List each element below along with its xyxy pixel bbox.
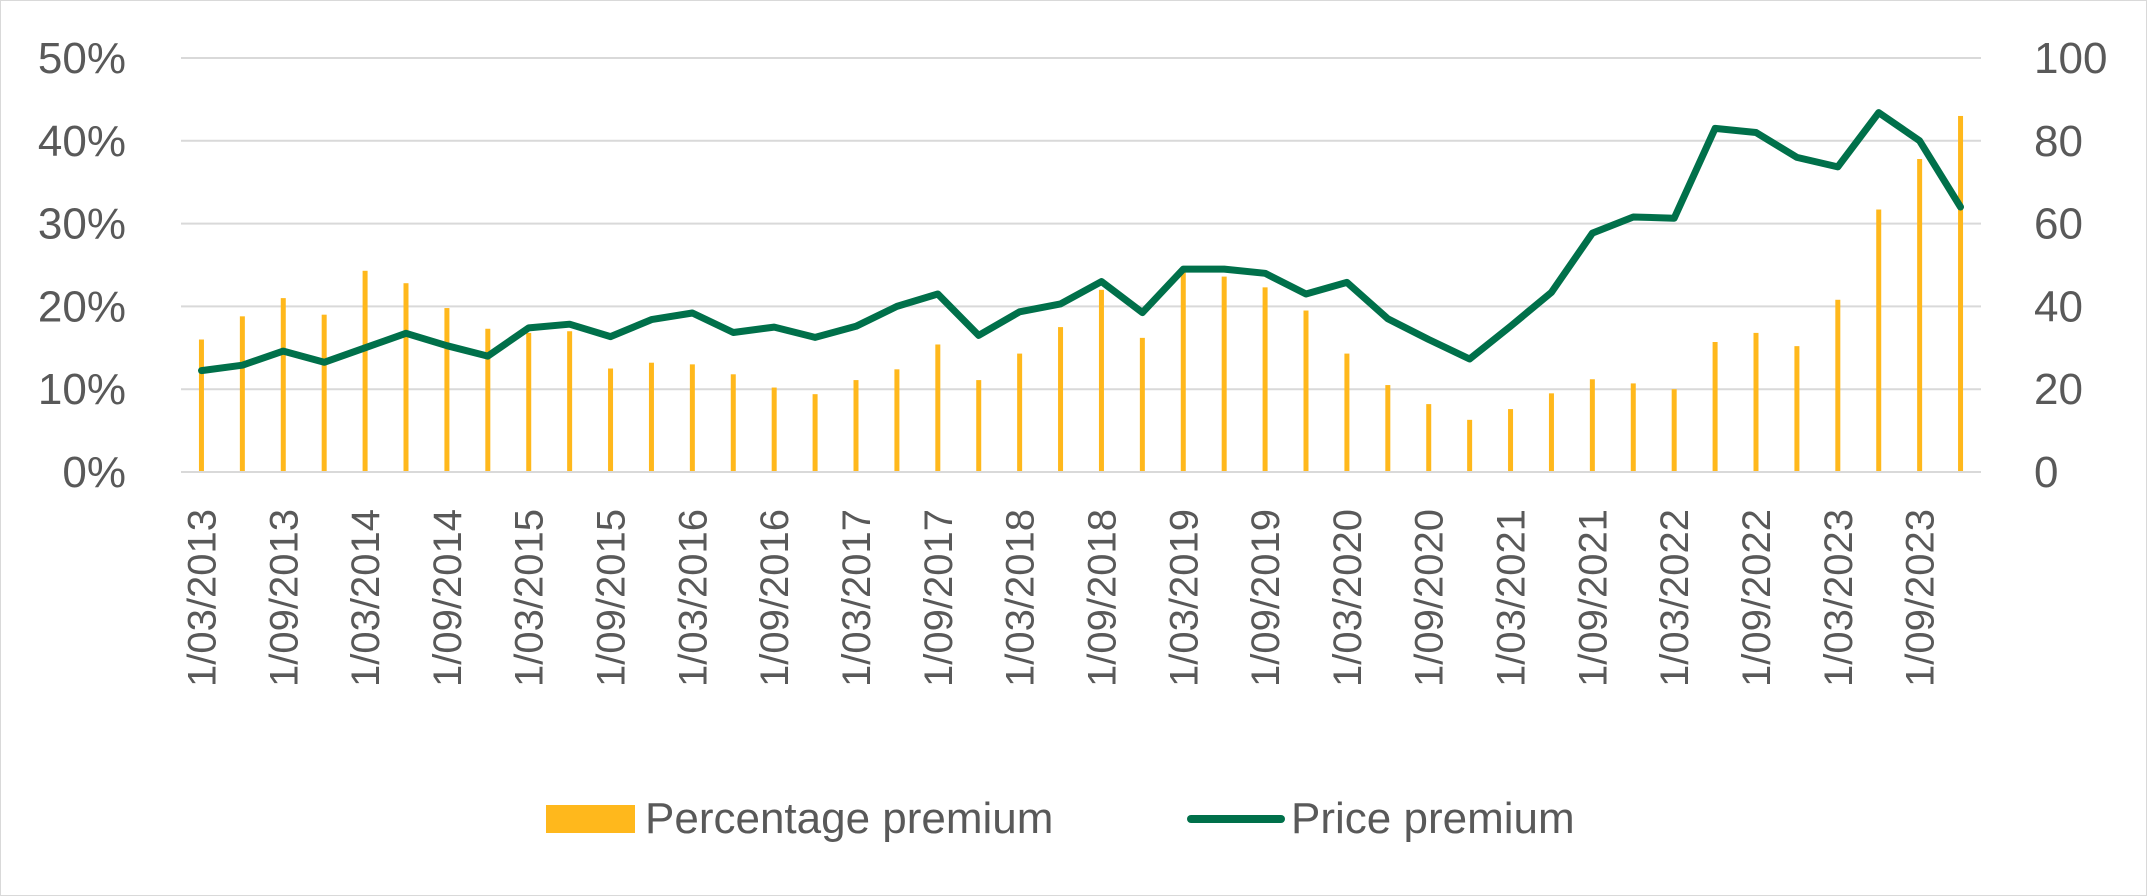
bar-percentage-premium [1630, 383, 1636, 472]
x-tick-label: 1/09/2021 [1571, 509, 1615, 687]
x-axis-tick-labels: 1/03/2013 1/09/2013 1/03/2014 1/09/2014 1/03… [180, 509, 1942, 687]
price-premium-line-layer [198, 109, 1964, 375]
bar-percentage-premium [1221, 276, 1227, 472]
bar-percentage-premium [812, 394, 818, 472]
x-tick-label: 1/09/2016 [753, 509, 797, 687]
bar-percentage-premium [976, 380, 982, 472]
bar-percentage-premium [1917, 159, 1923, 473]
bar-percentage-premium [1712, 342, 1718, 472]
bar-percentage-premium [1753, 332, 1759, 472]
x-tick-label: 1/03/2020 [1326, 509, 1370, 687]
bar-percentage-premium [608, 368, 614, 472]
left-y-axis-ticks: 0% 10% 20% 30% 40% 50% [38, 34, 126, 497]
x-tick-label: 1/03/2013 [180, 509, 224, 687]
right-y-tick-label: 80 [2034, 117, 2083, 166]
bar-percentage-premium [730, 374, 736, 472]
left-y-tick-label: 20% [38, 282, 126, 331]
bar-percentage-premium [280, 298, 286, 472]
bar-percentage-premium [1548, 393, 1554, 472]
bar-percentage-premium [894, 369, 900, 472]
bar-percentage-premium [1344, 353, 1350, 472]
legend-label-percentage-premium: Percentage premium [645, 794, 1053, 843]
price-premium-line [198, 109, 1964, 375]
right-y-tick-label: 0 [2034, 448, 2058, 497]
x-tick-label: 1/03/2017 [835, 509, 879, 687]
x-tick-label: 1/09/2022 [1735, 509, 1779, 687]
x-tick-label: 1/03/2019 [1162, 509, 1206, 687]
bar-percentage-premium [567, 331, 573, 472]
bar-percentage-premium [1671, 389, 1677, 472]
x-tick-label: 1/03/2014 [344, 509, 388, 687]
left-y-tick-label: 30% [38, 200, 126, 249]
x-tick-label: 1/09/2013 [262, 509, 306, 687]
bar-percentage-premium [935, 344, 941, 472]
bar-percentage-premium [198, 339, 204, 472]
x-tick-label: 1/03/2021 [1490, 509, 1534, 687]
bar-percentage-premium [648, 362, 654, 472]
x-tick-label: 1/09/2014 [426, 509, 470, 687]
bar-percentage-premium [485, 328, 491, 472]
bar-percentage-premium [403, 283, 409, 472]
bar-percentage-premium [444, 308, 450, 472]
bar-percentage-premium [1589, 379, 1595, 472]
left-y-tick-label: 40% [38, 117, 126, 166]
right-y-tick-label: 100 [2034, 34, 2107, 83]
bar-percentage-premium [362, 270, 368, 472]
legend-label-price-premium: Price premium [1291, 794, 1575, 843]
right-y-tick-label: 20 [2034, 365, 2083, 414]
bar-percentage-premium [239, 316, 245, 472]
bar-percentage-premium [1262, 287, 1268, 472]
left-y-tick-label: 10% [38, 365, 126, 414]
bar-percentage-premium [1794, 346, 1800, 472]
bar-percentage-premium [1508, 409, 1514, 472]
x-tick-label: 1/09/2019 [1244, 509, 1288, 687]
bar-percentage-premium [689, 364, 695, 472]
right-y-tick-label: 60 [2034, 200, 2083, 249]
bar-percentage-premium [853, 380, 859, 472]
right-y-axis-ticks: 0 20 40 60 80 100 [2034, 34, 2107, 497]
x-tick-label: 1/03/2016 [671, 509, 715, 687]
left-y-tick-label: 50% [38, 34, 126, 83]
bar-percentage-premium [1303, 310, 1309, 472]
right-y-tick-label: 40 [2034, 282, 2083, 331]
legend: Percentage premium Price premium [546, 794, 1575, 843]
bar-percentage-premium [1180, 270, 1186, 472]
left-y-tick-label: 0% [62, 448, 126, 497]
bar-percentage-premium [1058, 327, 1064, 472]
bar-percentage-premium [1467, 419, 1473, 472]
bar-percentage-premium [771, 387, 777, 472]
x-tick-label: 1/03/2022 [1653, 509, 1697, 687]
bar-percentage-premium [1385, 385, 1391, 472]
x-tick-label: 1/09/2015 [590, 509, 634, 687]
x-tick-label: 1/03/2023 [1817, 509, 1861, 687]
x-tick-label: 1/09/2023 [1899, 509, 1943, 687]
x-tick-label: 1/09/2018 [1080, 509, 1124, 687]
bar-percentage-premium [526, 332, 532, 472]
percentage-premium-bars [198, 115, 1964, 473]
gridlines [181, 57, 1981, 391]
bar-percentage-premium [321, 314, 327, 472]
bar-percentage-premium [1017, 353, 1023, 472]
x-tick-label: 1/03/2018 [999, 509, 1043, 687]
bar-percentage-premium [1835, 299, 1841, 472]
x-tick-label: 1/09/2017 [917, 509, 961, 687]
legend-swatch-percentage-premium [546, 805, 635, 833]
bar-percentage-premium [1426, 404, 1432, 472]
bar-percentage-premium [1876, 209, 1882, 473]
bar-percentage-premium [1139, 337, 1145, 472]
bar-percentage-premium [1958, 115, 1964, 473]
x-tick-label: 1/03/2015 [508, 509, 552, 687]
x-tick-label: 1/09/2020 [1408, 509, 1452, 687]
bar-percentage-premium [1098, 289, 1104, 472]
